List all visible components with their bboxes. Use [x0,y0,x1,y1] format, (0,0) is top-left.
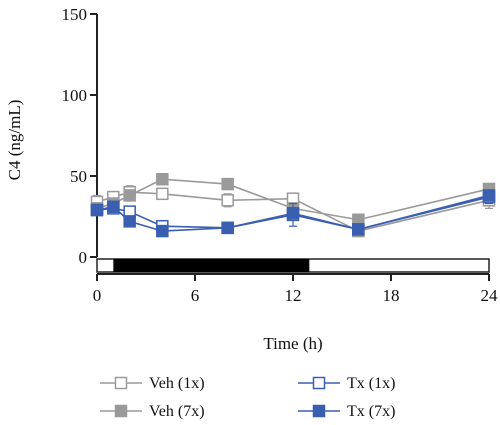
legend: Veh (1x) Veh (7x) Tx (1x) Tx (7x) [100,375,395,420]
data-point [156,172,169,186]
data-point [123,189,136,202]
legend-label: Veh (7x) [149,403,205,420]
y-tick-label: 150 [62,5,88,24]
data-point [352,223,365,236]
plot-area [90,172,496,238]
y-tick-label: 100 [62,86,88,105]
x-tick-label: 6 [191,286,200,305]
y-axis-title: C4 (ng/mL) [5,100,24,181]
y-tick-label: 50 [70,167,87,186]
x-tick-label: 18 [383,286,400,305]
legend-marker [114,404,128,418]
data-point [107,200,120,214]
data-point [156,187,169,201]
data-point [156,224,169,238]
series-3 [90,189,496,238]
axes: 0 50 100 150 0 6 12 18 24 [62,5,499,305]
y-tick-label: 0 [79,248,88,267]
legend-entry: Tx (1x) [298,375,395,392]
legend-marker [114,376,128,390]
data-point [221,177,234,191]
data-point [221,194,234,207]
legend-label: Veh (1x) [149,375,205,392]
data-point [286,207,300,220]
legend-label: Tx (1x) [347,375,395,392]
dark-period-bar [113,259,310,272]
x-axis-title: Time (h) [263,334,322,353]
x-tick-label: 24 [481,286,499,305]
legend-entry: Veh (7x) [100,403,205,420]
x-tick-label: 12 [285,286,302,305]
data-point [482,189,496,202]
legend-label: Tx (7x) [347,403,395,420]
legend-entry: Tx (7x) [298,403,395,420]
data-point [90,203,104,217]
data-point [221,221,234,235]
data-point [123,215,136,228]
light-dark-bar [96,258,490,273]
legend-entry: Veh (1x) [100,375,205,392]
legend-marker [312,376,326,390]
legend-marker [312,404,326,418]
x-tick-label: 0 [93,286,102,305]
